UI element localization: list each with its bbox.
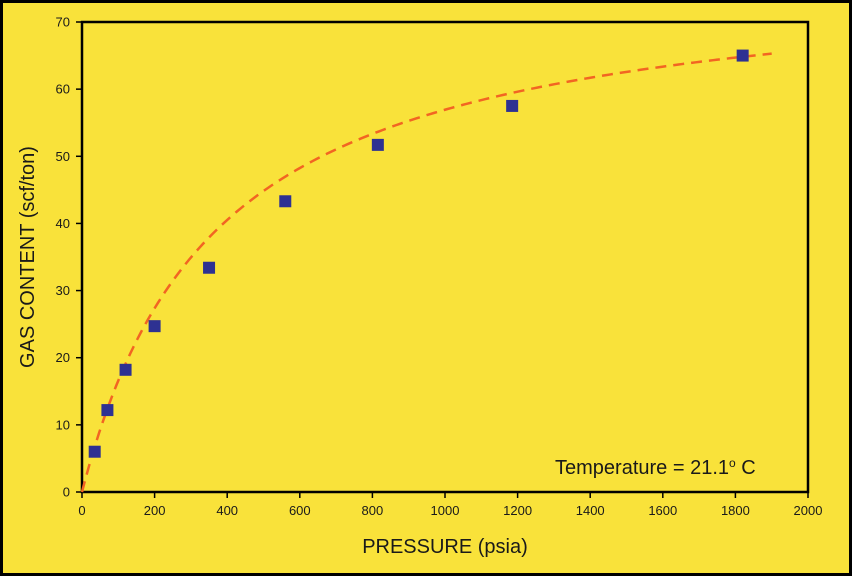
- data-point: [88, 445, 101, 458]
- x-tick-label: 1800: [721, 503, 750, 518]
- data-point: [119, 363, 132, 376]
- x-tick-label: 200: [144, 503, 166, 518]
- data-point: [371, 138, 384, 151]
- x-tick-label: 1200: [503, 503, 532, 518]
- x-axis-ticks: 0 200 400 600 800 1000 1200 1400 1600 1800 2000: [78, 492, 822, 518]
- y-tick-label: 10: [56, 417, 70, 432]
- y-tick-label: 50: [56, 149, 70, 164]
- x-tick-label: 0: [78, 503, 85, 518]
- plot-area: [80, 20, 810, 494]
- x-tick-label: 600: [289, 503, 311, 518]
- fit-curve-layer: [80, 52, 772, 493]
- y-tick-label: 60: [56, 82, 70, 97]
- temperature-unit: C: [736, 457, 756, 479]
- x-tick-label: 2000: [794, 503, 823, 518]
- data-point: [506, 99, 519, 112]
- data-point: [101, 404, 114, 417]
- y-tick-label: 20: [56, 350, 70, 365]
- x-tick-label: 1000: [431, 503, 460, 518]
- fit-curve: [80, 52, 772, 493]
- y-tick-label: 40: [56, 216, 70, 231]
- data-point: [736, 49, 749, 62]
- x-tick-label: 800: [362, 503, 384, 518]
- x-tick-label: 400: [216, 503, 238, 518]
- data-point: [279, 195, 292, 208]
- temperature-annotation-value: Temperature = 21.1: [555, 457, 729, 479]
- y-tick-label: 70: [56, 15, 70, 30]
- y-axis-title: GAS CONTENT (scf/ton): [17, 146, 39, 368]
- x-tick-label: 1400: [576, 503, 605, 518]
- x-tick-label: 1600: [648, 503, 677, 518]
- x-axis-title: PRESSURE (psia): [362, 536, 528, 558]
- data-point: [203, 261, 216, 274]
- temperature-degree-symbol: o: [729, 456, 736, 470]
- y-tick-label: 0: [63, 485, 70, 500]
- y-axis-ticks: 0 10 20 30 40 50 60 70: [56, 15, 82, 500]
- data-points-layer: [88, 49, 749, 458]
- temperature-annotation: Temperature = 21.1o C: [555, 456, 756, 479]
- y-tick-label: 30: [56, 283, 70, 298]
- data-point: [148, 320, 161, 333]
